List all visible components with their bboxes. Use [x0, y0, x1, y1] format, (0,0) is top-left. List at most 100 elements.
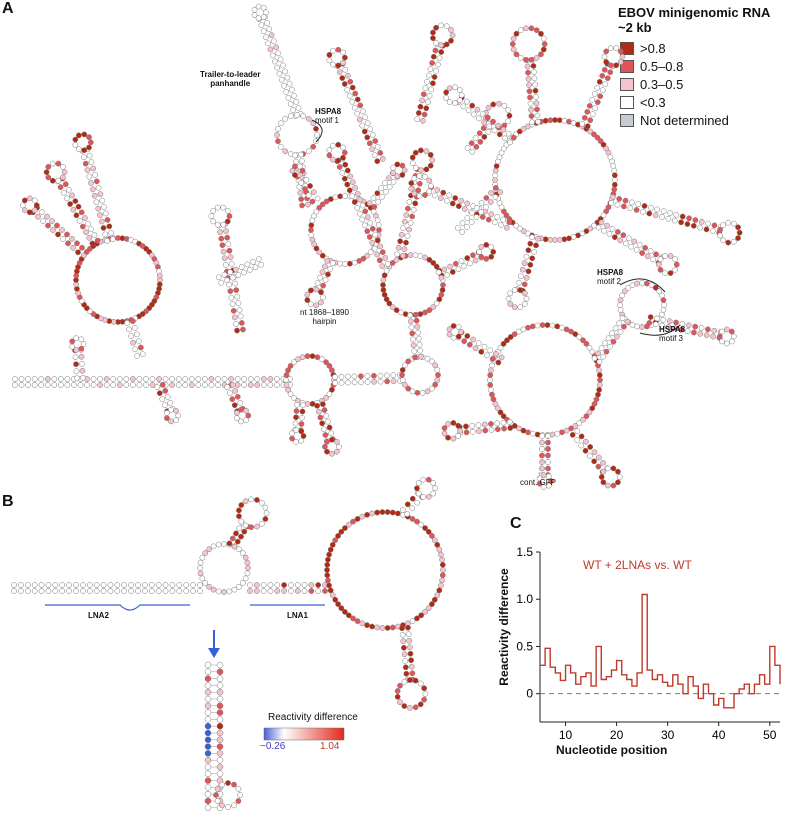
stem-nucleotide: [91, 192, 98, 199]
stem-nucleotide: [220, 248, 227, 255]
lower-junction-loop: [309, 353, 316, 359]
stem-nucleotide: [678, 219, 684, 226]
stem-nucleotide: [347, 78, 354, 85]
stem-nucleotide: [325, 418, 331, 425]
stem-nucleotide: [703, 332, 710, 339]
stem-nucleotide: [612, 234, 618, 240]
hairpin-loop: [243, 407, 249, 414]
stem-nucleotide: [293, 408, 300, 414]
lower-right-loop: [572, 331, 579, 337]
stem-nucleotide: [476, 115, 482, 122]
stem-nucleotide: [359, 216, 366, 223]
hairpin-loop: [407, 677, 413, 683]
rna-structure-a: [12, 3, 743, 490]
hairpin-loop: [411, 190, 418, 197]
stem-nucleotide: [315, 588, 322, 594]
b-stem-nucleotide: [204, 777, 212, 784]
stem-nucleotide: [107, 588, 114, 594]
hairpin-loop: [330, 61, 336, 68]
panhandle-label: Trailer-to-leader panhandle: [200, 70, 260, 88]
b-right-loop: [338, 605, 345, 612]
hairpin-loop: [318, 289, 324, 296]
stem-nucleotide: [267, 46, 274, 53]
stem-nucleotide: [464, 333, 471, 339]
stem-nucleotide: [52, 588, 59, 594]
hairpin-loop: [730, 333, 737, 340]
hairpin-loop: [655, 261, 662, 268]
legend-swatch-mid: [620, 60, 634, 73]
stem-nucleotide: [404, 501, 411, 508]
stem-nucleotide: [298, 179, 305, 186]
left-loop: [156, 272, 163, 279]
b-right-loop: [395, 510, 401, 517]
right-loop: [516, 225, 523, 232]
stem-nucleotide: [162, 588, 169, 594]
stem-nucleotide: [132, 324, 138, 331]
stem-nucleotide: [267, 382, 274, 388]
b-right-loop: [335, 601, 341, 607]
stem-nucleotide: [90, 382, 97, 388]
stem-nucleotide: [352, 90, 359, 97]
stem-nucleotide: [277, 56, 284, 63]
stem-nucleotide: [155, 582, 162, 588]
stem-nucleotide: [60, 236, 66, 242]
stem-nucleotide: [303, 176, 310, 183]
hairpin-loop: [545, 473, 552, 480]
hairpin-loop: [538, 30, 544, 37]
stem-nucleotide: [468, 140, 475, 146]
stem-nucleotide: [501, 425, 507, 432]
stem-nucleotide: [241, 269, 247, 276]
stem-nucleotide: [88, 159, 95, 165]
mid-loop: [436, 296, 443, 303]
stem-nucleotide: [416, 341, 423, 348]
lower-right-loop: [487, 372, 494, 378]
hairpin-loop: [210, 218, 217, 225]
b-right-loop: [325, 577, 331, 584]
hairpin-loop: [164, 415, 170, 421]
b-right-loop: [409, 618, 416, 624]
stem-nucleotide: [371, 203, 378, 210]
b-right-loop: [325, 556, 331, 563]
stem-nucleotide: [527, 261, 534, 268]
stem-nucleotide: [314, 402, 320, 409]
hairpin-loop: [673, 261, 680, 268]
b-left-loop: [221, 589, 227, 595]
chart-y-tick-label: 0.5: [516, 639, 533, 653]
stem-nucleotide: [594, 99, 601, 106]
b-right-loop: [389, 509, 396, 516]
stem-nucleotide: [57, 184, 64, 190]
hairpin-loop: [414, 485, 420, 492]
junction-loop: [294, 112, 300, 118]
hairpin-loop: [307, 287, 314, 294]
stem-nucleotide: [587, 117, 594, 124]
stem-nucleotide: [433, 67, 440, 74]
panel-label-c: C: [510, 515, 522, 532]
stem-nucleotide: [97, 382, 103, 388]
hairpin-loop: [730, 238, 737, 245]
stem-nucleotide: [474, 106, 481, 113]
hairpin-loop: [423, 148, 430, 155]
stem-nucleotide: [232, 387, 239, 394]
stem-nucleotide: [532, 87, 539, 94]
hairpin-loop: [735, 235, 741, 241]
hairpin-loop: [335, 46, 342, 53]
stem-nucleotide: [132, 346, 138, 353]
central-loop: [367, 249, 374, 256]
stem-nucleotide: [477, 139, 484, 145]
hairpin-loop: [340, 154, 346, 161]
stem-nucleotide: [218, 235, 225, 242]
stem-nucleotide: [413, 311, 419, 318]
stem-nucleotide: [226, 390, 233, 397]
hairpin-loop: [329, 436, 335, 443]
hairpin-loop: [313, 286, 320, 293]
stem-nucleotide: [421, 111, 428, 118]
hairpin-loop: [450, 334, 457, 341]
hairpin-loop: [433, 40, 439, 46]
lower-junction-loop: [326, 363, 333, 369]
stem-nucleotide: [461, 206, 468, 212]
b-right-loop: [350, 615, 356, 622]
right-loop: [587, 128, 594, 135]
hairpin-loop: [723, 326, 730, 333]
stem-nucleotide: [320, 401, 326, 408]
stem-nucleotide: [529, 234, 535, 241]
